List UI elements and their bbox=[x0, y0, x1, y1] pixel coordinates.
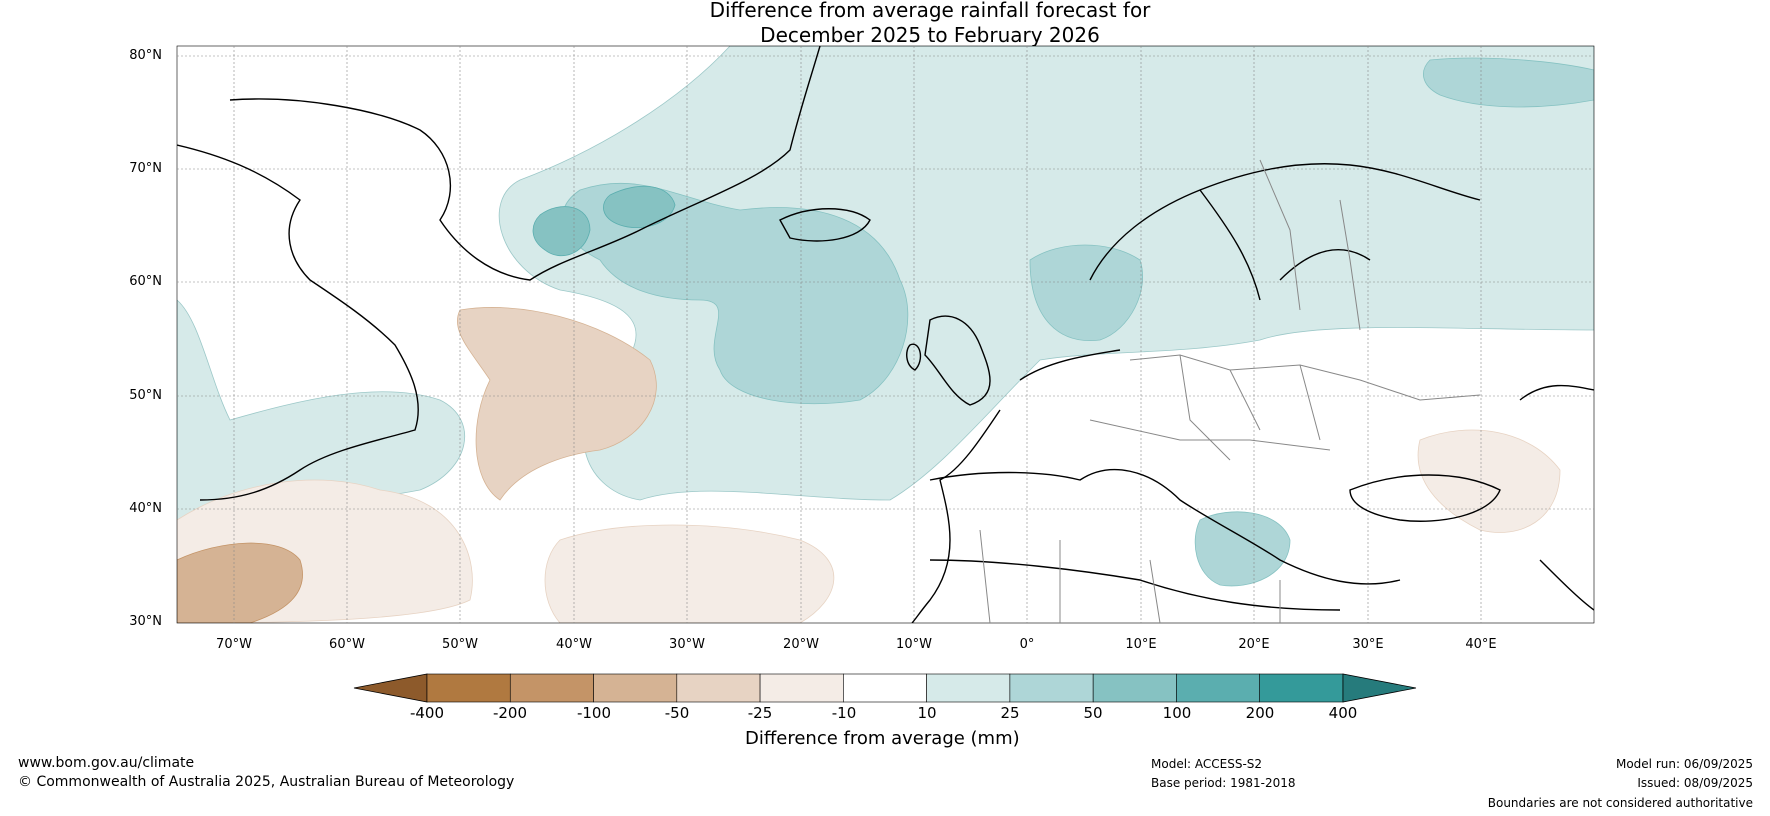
coastline-mediterranean bbox=[929, 468, 1401, 611]
colorbar-tick-9: 100 bbox=[1162, 704, 1192, 722]
chart-title: Difference from average rainfall forecas… bbox=[0, 0, 1770, 48]
colorbar-tick-3: -50 bbox=[664, 704, 690, 722]
lon-label-10e: 10°E bbox=[1125, 637, 1157, 652]
wet-region-greenland-sea bbox=[532, 185, 676, 257]
boundaries-europe bbox=[1089, 159, 1481, 461]
footer-copyright: © Commonwealth of Australia 2025, Austra… bbox=[18, 774, 515, 790]
coastline-europe-west bbox=[911, 349, 1121, 623]
wet-region-central-atlantic bbox=[562, 182, 909, 405]
lat-label-40n: 40°N bbox=[129, 501, 162, 516]
lon-label-10w: 10°W bbox=[896, 637, 932, 652]
coastline-east bbox=[1519, 384, 1594, 611]
map-border bbox=[176, 45, 1595, 624]
title-line-1: Difference from average rainfall forecas… bbox=[709, 0, 1151, 22]
colorbar-tick-0: -400 bbox=[409, 704, 445, 722]
coastline-north-america bbox=[177, 144, 419, 501]
colorbar-tick-6: 10 bbox=[917, 704, 937, 722]
lat-label-60n: 60°N bbox=[129, 274, 162, 289]
lat-label-50n: 50°N bbox=[129, 388, 162, 403]
footer-website: www.bom.gov.au/climate bbox=[18, 755, 195, 771]
lon-label-60w: 60°W bbox=[329, 637, 365, 652]
lat-label-80n: 80°N bbox=[129, 48, 162, 63]
colorbar-tick-5: -10 bbox=[831, 704, 857, 722]
lon-label-30e: 30°E bbox=[1352, 637, 1384, 652]
dry-region-southwest-core bbox=[177, 542, 303, 623]
colorbar-tick-7: 25 bbox=[1000, 704, 1020, 722]
lat-label-70n: 70°N bbox=[129, 161, 162, 176]
footer-base-period: Base period: 1981-2018 bbox=[1151, 776, 1296, 790]
colorbar-tick-2: -100 bbox=[576, 704, 612, 722]
colorbar-tick-4: -25 bbox=[747, 704, 773, 722]
footer-model-run: Model run: 06/09/2025 bbox=[1615, 757, 1753, 771]
dry-region-east-med bbox=[1417, 429, 1561, 533]
lon-label-40w: 40°W bbox=[556, 637, 592, 652]
graticule bbox=[177, 46, 1594, 623]
colorbar-tick-1: -200 bbox=[492, 704, 528, 722]
title-line-2: December 2025 to February 2026 bbox=[760, 23, 1100, 47]
lon-label-70w: 70°W bbox=[216, 637, 252, 652]
lon-label-20w: 20°W bbox=[783, 637, 819, 652]
coastline-black-sea bbox=[1349, 474, 1501, 522]
lon-label-40e: 40°E bbox=[1465, 637, 1497, 652]
lon-label-0: 0° bbox=[1019, 637, 1035, 652]
lon-label-20e: 20°E bbox=[1238, 637, 1270, 652]
coastline-scandinavia bbox=[1089, 163, 1481, 301]
boundaries-africa bbox=[979, 529, 1281, 623]
wet-region-scandinavia bbox=[1029, 57, 1594, 342]
dry-region-mid-atlantic bbox=[456, 307, 657, 501]
lat-label-30n: 30°N bbox=[129, 614, 162, 629]
colorbar-tick-11: 400 bbox=[1328, 704, 1358, 722]
coastline-iceland bbox=[779, 208, 871, 242]
footer-issued: Issued: 08/09/2025 bbox=[1637, 776, 1753, 790]
dry-region-subtropics bbox=[544, 524, 835, 623]
coastline-british-isles bbox=[906, 315, 991, 406]
footer-disclaimer: Boundaries are not considered authoritat… bbox=[1487, 796, 1753, 810]
colorbar-tick-8: 50 bbox=[1083, 704, 1103, 722]
colorbar-tick-10: 200 bbox=[1245, 704, 1275, 722]
footer-model: Model: ACCESS-S2 bbox=[1151, 757, 1263, 771]
wet-region-mediterranean bbox=[1194, 511, 1291, 587]
colorbar-title: Difference from average (mm) bbox=[745, 728, 1020, 749]
lon-label-30w: 30°W bbox=[669, 637, 705, 652]
lon-label-50w: 50°W bbox=[442, 637, 478, 652]
coastline-greenland bbox=[229, 46, 821, 281]
